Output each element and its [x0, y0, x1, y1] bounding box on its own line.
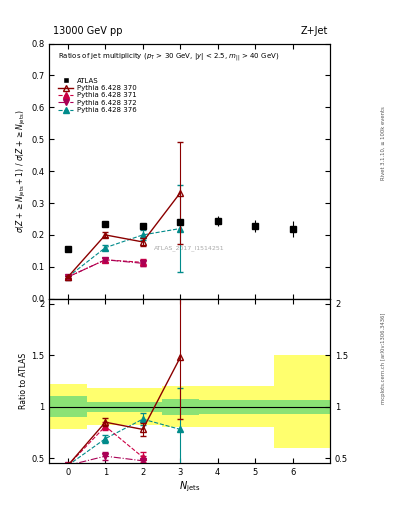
- Text: 13000 GeV pp: 13000 GeV pp: [53, 26, 123, 36]
- Text: Z+Jet: Z+Jet: [301, 26, 328, 36]
- Text: Ratios of jet multiplicity ($p_\mathrm{T}$ > 30 GeV, $|y|$ < 2.5, $m_{||}$ > 40 : Ratios of jet multiplicity ($p_\mathrm{T…: [57, 51, 279, 63]
- Text: mcplots.cern.ch [arXiv:1306.3436]: mcplots.cern.ch [arXiv:1306.3436]: [381, 313, 386, 404]
- Y-axis label: Ratio to ATLAS: Ratio to ATLAS: [19, 353, 28, 409]
- Text: Rivet 3.1.10, ≥ 100k events: Rivet 3.1.10, ≥ 100k events: [381, 106, 386, 180]
- X-axis label: $N_\mathrm{jets}$: $N_\mathrm{jets}$: [179, 480, 200, 495]
- Y-axis label: $\sigma(Z + \geq N_\mathrm{jets}+1)\ /\ \sigma(Z + \geq N_\mathrm{jets})$: $\sigma(Z + \geq N_\mathrm{jets}+1)\ /\ …: [15, 109, 28, 233]
- Text: ATLAS_2017_I1514251: ATLAS_2017_I1514251: [154, 245, 225, 250]
- Legend: ATLAS, Pythia 6.428 370, Pythia 6.428 371, Pythia 6.428 372, Pythia 6.428 376: ATLAS, Pythia 6.428 370, Pythia 6.428 37…: [58, 78, 137, 113]
